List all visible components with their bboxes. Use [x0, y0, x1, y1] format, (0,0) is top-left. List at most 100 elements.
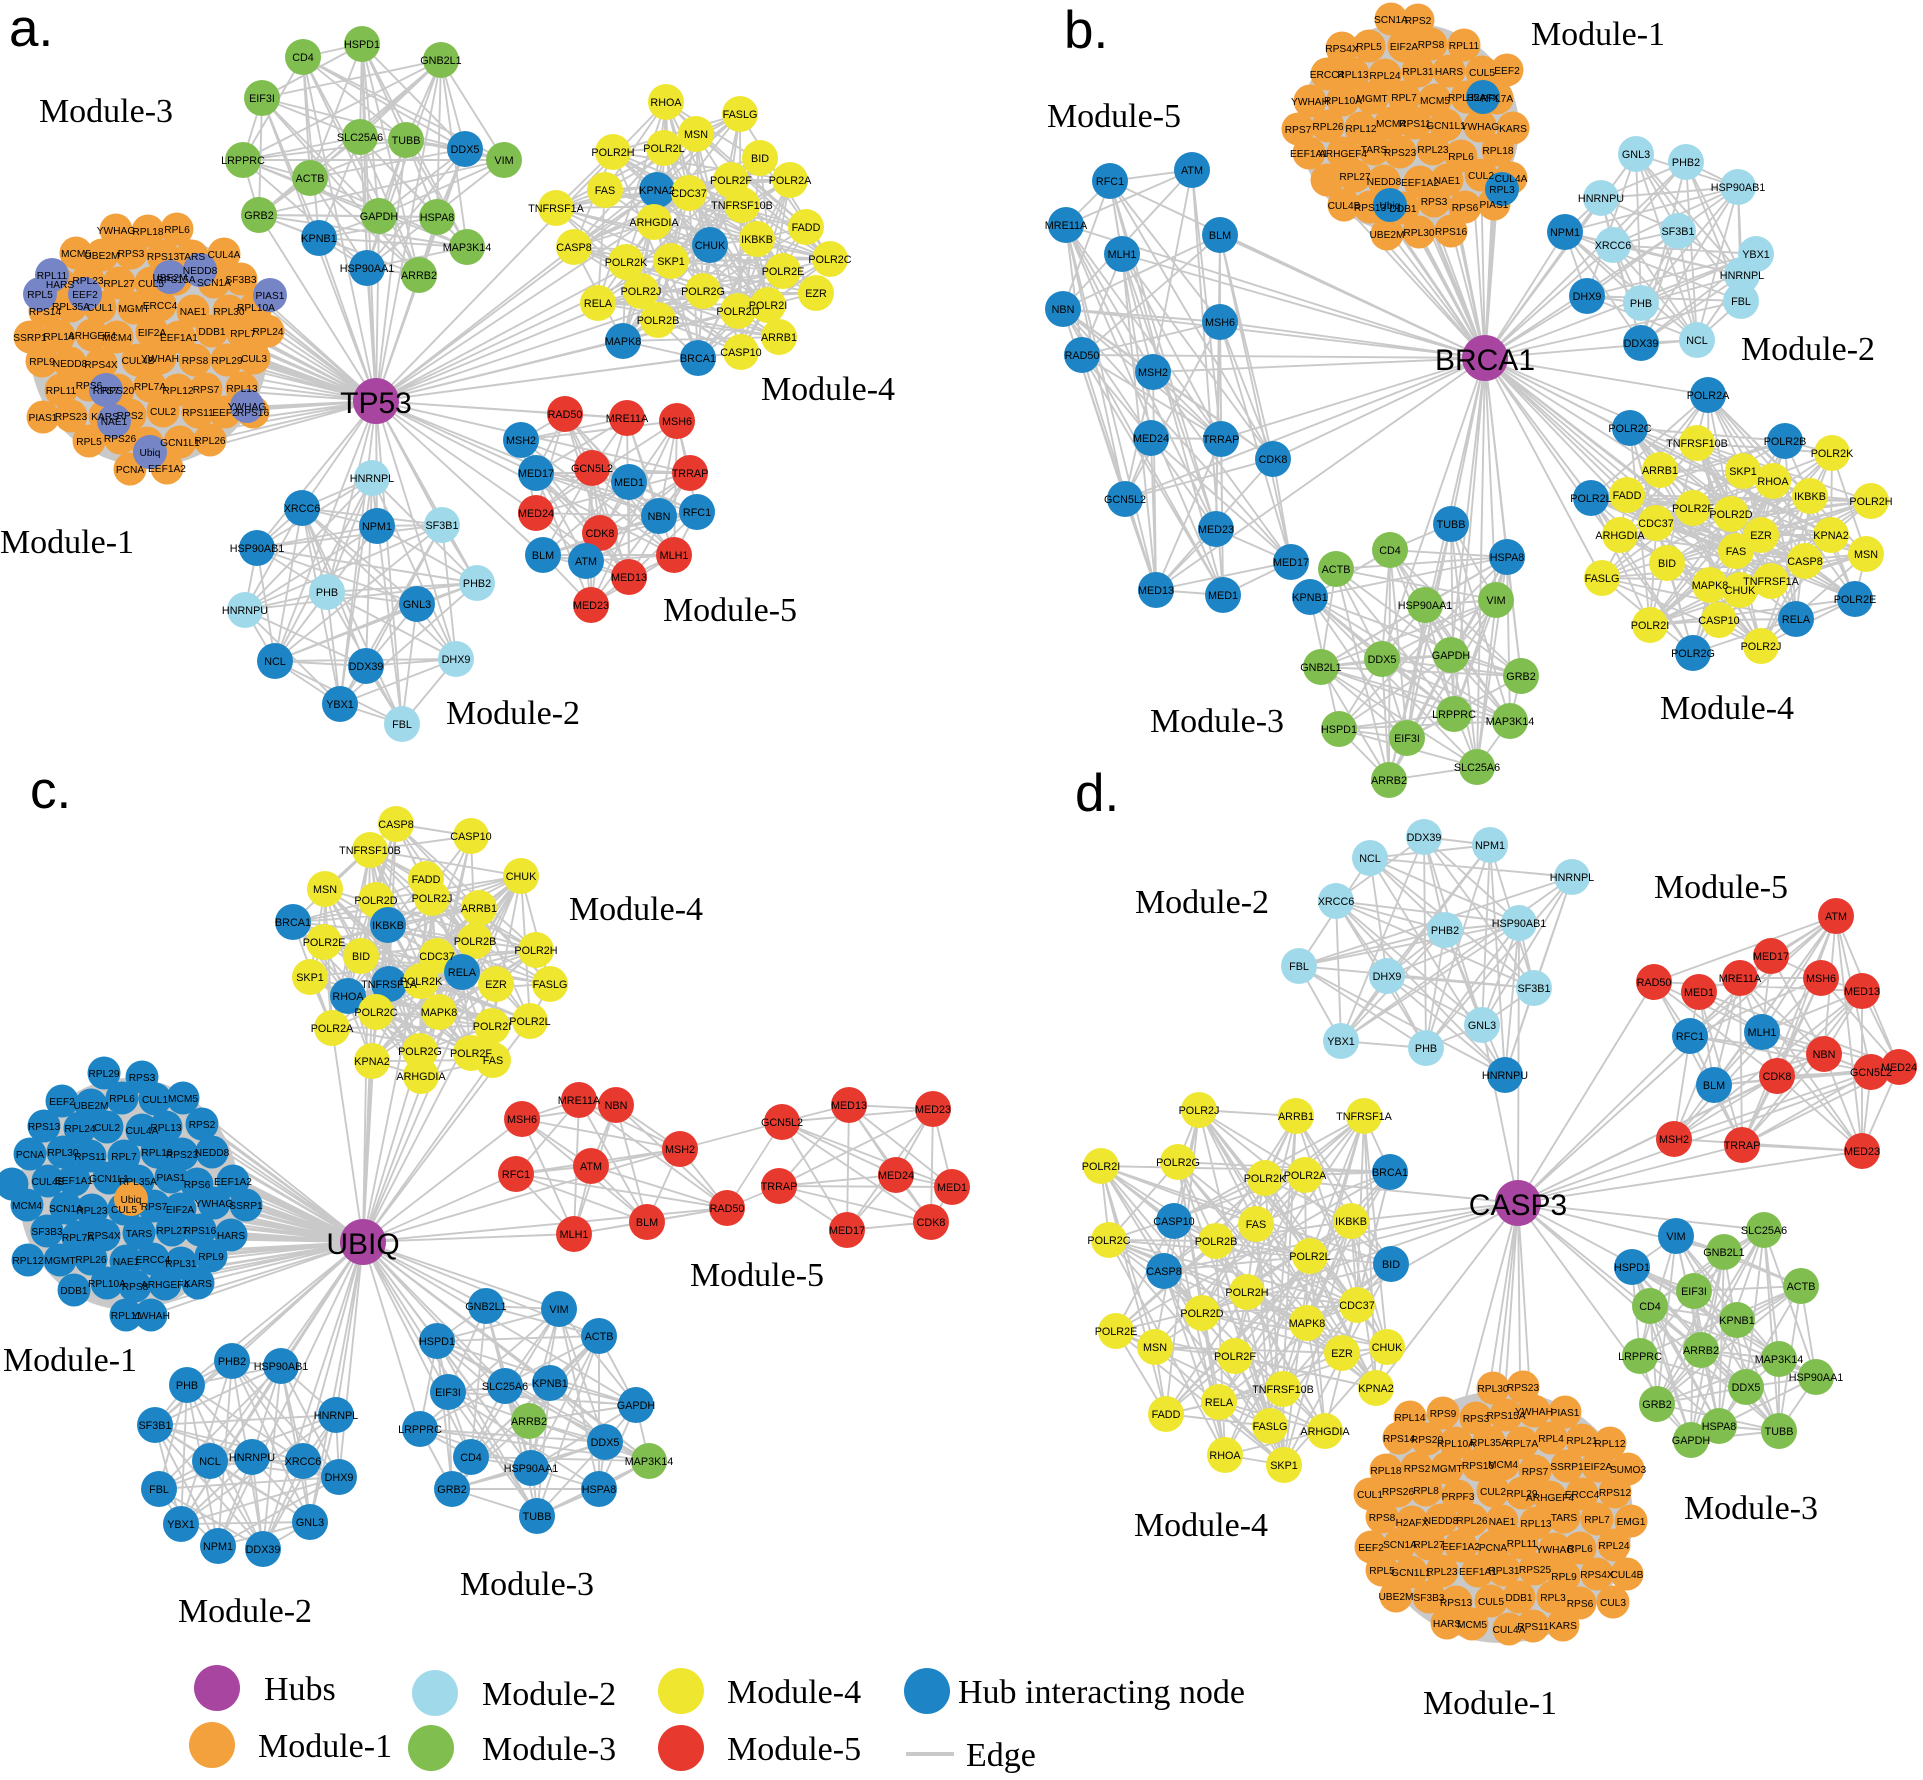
svg-text:RPS23: RPS23	[1507, 1383, 1540, 1394]
svg-text:PHB: PHB	[316, 587, 338, 599]
svg-text:TUBB: TUBB	[1765, 1426, 1794, 1438]
svg-text:MSH2: MSH2	[506, 435, 536, 447]
svg-text:Module-5: Module-5	[663, 592, 797, 629]
svg-text:POLR2J: POLR2J	[621, 286, 662, 298]
svg-text:RPL7A: RPL7A	[1481, 94, 1513, 105]
svg-text:GAPDH: GAPDH	[1432, 650, 1470, 662]
svg-text:EEF1A2: EEF1A2	[1401, 178, 1439, 189]
svg-text:BID: BID	[352, 951, 370, 963]
svg-text:Module-4: Module-4	[727, 1674, 861, 1711]
svg-text:POLR2A: POLR2A	[769, 175, 812, 187]
svg-text:MAPK8: MAPK8	[1692, 580, 1729, 592]
svg-text:MSH6: MSH6	[1205, 317, 1235, 329]
svg-text:CUL4A: CUL4A	[1495, 174, 1528, 185]
svg-text:MCM4: MCM4	[1376, 119, 1406, 130]
svg-text:RPS23: RPS23	[55, 412, 88, 423]
svg-text:UBE2M: UBE2M	[73, 1101, 108, 1112]
svg-text:UBIQ: UBIQ	[326, 1228, 399, 1261]
svg-text:MAP3K14: MAP3K14	[1486, 716, 1535, 728]
svg-text:TNFRSF10B: TNFRSF10B	[339, 845, 401, 857]
svg-text:Module-5: Module-5	[1654, 869, 1788, 906]
svg-text:FAS: FAS	[1726, 546, 1746, 558]
svg-text:SSRP1: SSRP1	[229, 1201, 263, 1212]
svg-text:Edge: Edge	[966, 1737, 1036, 1774]
svg-text:a.: a.	[9, 0, 53, 58]
svg-text:NCL: NCL	[199, 1456, 221, 1468]
svg-text:RPL11: RPL11	[46, 386, 77, 397]
svg-text:SKP1: SKP1	[1729, 466, 1757, 478]
svg-text:RPS26: RPS26	[104, 434, 137, 445]
svg-text:GNB2L1: GNB2L1	[420, 55, 461, 67]
svg-text:MAP3K14: MAP3K14	[443, 242, 492, 254]
svg-text:HSP90AA1: HSP90AA1	[1789, 1372, 1844, 1384]
svg-text:CUL1: CUL1	[1357, 1490, 1383, 1501]
svg-text:GRB2: GRB2	[1506, 671, 1535, 683]
svg-text:RPL29: RPL29	[88, 1069, 119, 1080]
svg-text:RPL5: RPL5	[76, 437, 102, 448]
svg-text:TNFRSF10B: TNFRSF10B	[711, 200, 773, 212]
svg-text:EZR: EZR	[485, 979, 507, 991]
svg-text:ARRB2: ARRB2	[511, 1416, 547, 1428]
svg-text:CASP10: CASP10	[1153, 1216, 1194, 1228]
svg-text:CUL1: CUL1	[142, 1095, 168, 1106]
svg-text:TUBB: TUBB	[523, 1511, 552, 1523]
svg-text:RPL10A: RPL10A	[88, 1279, 126, 1290]
svg-text:POLR2A: POLR2A	[1687, 390, 1730, 402]
svg-text:KPNA2: KPNA2	[1358, 1383, 1393, 1395]
svg-text:POLR2H: POLR2H	[1225, 1287, 1268, 1299]
svg-text:NBN: NBN	[1813, 1049, 1836, 1061]
svg-text:VIM: VIM	[1486, 595, 1505, 607]
svg-text:SSRP1: SSRP1	[13, 333, 47, 344]
svg-text:Ubiq: Ubiq	[121, 1195, 142, 1206]
svg-text:RPS7: RPS7	[1522, 1467, 1549, 1478]
svg-text:GAPDH: GAPDH	[1672, 1435, 1710, 1447]
svg-text:POLR2A: POLR2A	[1284, 1170, 1327, 1182]
svg-text:RPL29: RPL29	[1506, 1489, 1537, 1500]
svg-text:FBL: FBL	[1289, 961, 1309, 973]
svg-text:RPS6: RPS6	[1452, 203, 1479, 214]
svg-text:CD4: CD4	[1379, 545, 1401, 557]
svg-text:RPS11: RPS11	[182, 408, 214, 419]
svg-text:RPS16: RPS16	[1462, 1461, 1495, 1472]
svg-text:EEF1A2: EEF1A2	[214, 1177, 252, 1188]
svg-text:SCN1A: SCN1A	[197, 278, 231, 289]
svg-text:KPNB1: KPNB1	[1719, 1315, 1754, 1327]
svg-text:POLR2L: POLR2L	[1570, 493, 1611, 505]
svg-text:CUL5: CUL5	[1478, 1597, 1504, 1608]
svg-text:HSP90AA1: HSP90AA1	[340, 263, 395, 275]
svg-text:Module-3: Module-3	[39, 93, 173, 130]
svg-text:CD4: CD4	[460, 1452, 482, 1464]
svg-text:RPL26: RPL26	[194, 436, 225, 447]
svg-text:c.: c.	[30, 761, 71, 820]
svg-text:Module-2: Module-2	[1135, 884, 1269, 921]
svg-text:HSPA8: HSPA8	[420, 212, 455, 224]
svg-text:RPS8: RPS8	[182, 356, 209, 367]
svg-text:ARHGEF4: ARHGEF4	[1526, 1493, 1574, 1504]
svg-text:RPL18: RPL18	[132, 227, 163, 238]
svg-text:POLR2K: POLR2K	[605, 257, 648, 269]
svg-text:RELA: RELA	[1782, 614, 1811, 626]
svg-text:GRB2: GRB2	[437, 1484, 466, 1496]
svg-text:TUBB: TUBB	[392, 135, 421, 147]
svg-text:ARRB1: ARRB1	[1642, 465, 1678, 477]
svg-text:RAD50: RAD50	[548, 409, 583, 421]
svg-text:NCL: NCL	[264, 656, 286, 668]
svg-text:BLM: BLM	[1209, 230, 1231, 242]
svg-text:CUL1: CUL1	[87, 303, 113, 314]
svg-text:VIM: VIM	[1666, 1231, 1685, 1243]
svg-text:POLR2G: POLR2G	[398, 1046, 442, 1058]
svg-text:SF3B3: SF3B3	[225, 275, 256, 286]
svg-text:HNRNPU: HNRNPU	[229, 1452, 275, 1464]
svg-text:RAD50: RAD50	[1065, 350, 1100, 362]
svg-text:EZR: EZR	[805, 288, 827, 300]
svg-text:H2AFX: H2AFX	[1467, 93, 1500, 104]
svg-text:NPM1: NPM1	[203, 1541, 233, 1553]
svg-text:RPS11: RPS11	[1399, 119, 1431, 130]
svg-text:NEDD8: NEDD8	[195, 1148, 230, 1159]
svg-text:ACTB: ACTB	[585, 1331, 614, 1343]
svg-text:HSPA8: HSPA8	[582, 1484, 617, 1496]
svg-text:LRPPRC: LRPPRC	[1618, 1351, 1662, 1363]
svg-text:HSPA8: HSPA8	[1490, 552, 1525, 564]
svg-text:POLR2C: POLR2C	[1608, 423, 1651, 435]
svg-text:Module-2: Module-2	[178, 1593, 312, 1630]
